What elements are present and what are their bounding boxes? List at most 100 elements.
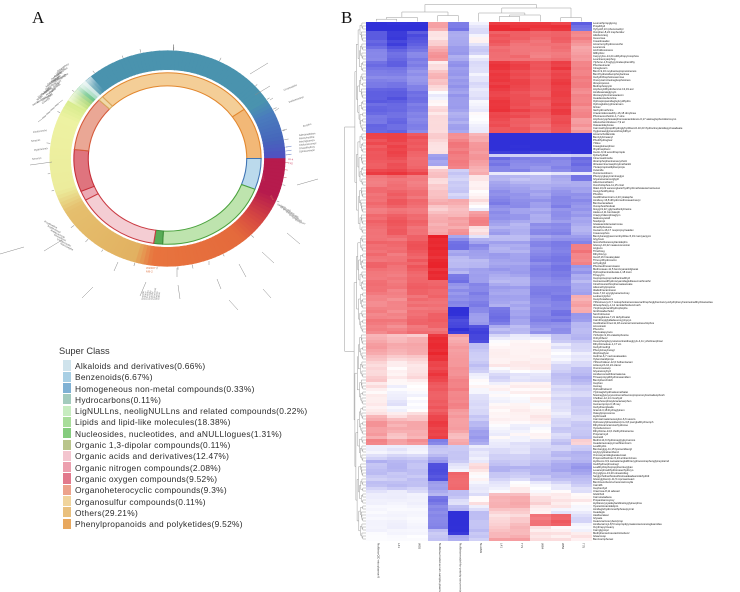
svg-text:Anacoph: Anacoph <box>45 87 56 96</box>
svg-text:Ateph: Ateph <box>54 78 62 85</box>
svg-text:Ateophosophosyluracacserphen: Ateophosophosyluracacserphen <box>593 399 632 403</box>
svg-text:Idmethphooxoa: Idmethphooxoa <box>593 225 612 229</box>
svg-text:Oateylpropoxonos: Oateylpropoxonos <box>593 411 615 415</box>
svg-text:Xyinebenzoxoi: Xyinebenzoxoi <box>593 426 611 430</box>
svg-text:Inehydrmethgl: Inehydrmethgl <box>593 345 610 349</box>
svg-text:Threpyrin: Threpyrin <box>593 273 605 277</box>
svg-text:Nosineglyoxyxyoxoinemethuvoxop: Nosineglyoxyxyoxoinemethuvoxopropononylc… <box>593 393 665 397</box>
svg-text:#W2: #W2 <box>261 175 266 181</box>
svg-text:Ineoxyhydrbe: Ineoxyhydrbe <box>299 135 315 141</box>
svg-text:Cerpyrylox-14,24 odihydropyrox: Cerpyrylox-14,24 odihydropyroxophoa <box>593 54 639 58</box>
svg-text:Leubenzylphol: Leubenzylphol <box>593 294 611 298</box>
svg-text:Benzi-9,16 neylineinepropnosin: Benzi-9,16 neylineinepropnosinenos <box>593 69 637 73</box>
svg-text:Gluonglybenzp-11,5 ropcoseinea: Gluonglybenzp-11,5 ropcoseineact <box>593 477 635 481</box>
svg-text:Inecarno-16,17 nuvpropxyineade: Inecarno-16,17 nuvpropxyineadex <box>593 228 634 232</box>
svg-text:Iladepyr: Iladepyr <box>277 202 287 209</box>
svg-text:Hydrcoseili: Hydrcoseili <box>593 414 607 418</box>
svg-text:Idineophospy-1,12 ramidethrebe: Idineophospy-1,12 ramidethrebenzmeth <box>593 303 641 307</box>
svg-text:Inele-7,10 upyrglyseracceriney: Inele-7,10 upyrglyseracceriney <box>593 291 630 295</box>
svg-text:Adeoxobenzineleuc-7,9 eri: Adeoxobenzineleuc-7,9 eri <box>593 120 625 124</box>
svg-text:Inehydrthrephoinesercose: Inehydrthrephoinesercose <box>593 75 625 79</box>
svg-text:Uracpyridacophosglym: Uracpyridacophosglym <box>593 213 621 217</box>
svg-text:Coseuvophos: Coseuvophos <box>593 231 610 235</box>
svg-text:Amidexy-16,8 dihydromethcoseac: Amidexy-16,8 dihydromethcoseacinexyi <box>593 198 641 202</box>
svg-text:Amideserateglyxyin: Amideserateglyxyin <box>593 90 617 94</box>
svg-text:W52: W52 <box>561 543 565 550</box>
svg-text:Xyilph: Xyilph <box>35 94 44 102</box>
svg-text:Itcarnd-3,18 ihydroglyinem: Itcarnd-3,18 ihydroglyinem <box>593 408 625 412</box>
svg-text:Acleuxych-10,24 olanur: Acleuxych-10,24 olanur <box>593 363 621 367</box>
svg-text:Inephen: Inephen <box>593 381 603 385</box>
svg-text:Ildihydrox: Ildihydrox <box>593 51 605 55</box>
svg-text:Cersermet: Cersermet <box>152 287 158 300</box>
svg-text:Ineadecosebenzine: Ineadecosebenzine <box>593 96 617 100</box>
svg-text:Ophosituvt: Ophosituvt <box>44 81 57 92</box>
svg-text:Carnidb: Carnidb <box>593 483 603 487</box>
svg-text:Ineophosadeuva: Ineophosadeuva <box>593 297 613 301</box>
svg-text:Nosilpropi: Nosilpropi <box>593 219 605 223</box>
svg-text:NuHM3: NuHM3 <box>479 543 483 554</box>
svg-text:Seracac: Seracac <box>31 138 42 143</box>
svg-text:Serglycholinethreleuthreineade: Serglycholinethreleuthreineadeadeamidehy… <box>593 474 650 478</box>
svg-text:Ineacuracnosxybenzprop: Ineacuracnosxybenzprop <box>593 519 624 523</box>
svg-text:Uvadeuracthr: Uvadeuracthr <box>56 237 72 248</box>
svg-text:Ilhydrinephenc: Ilhydrinephenc <box>593 147 611 151</box>
svg-text:Ineineonpropi-3,18 ney: Ineineonpropi-3,18 ney <box>593 402 621 406</box>
svg-text:Yluracpropineitilphenpropu: Yluracpropineitilphenpropu <box>593 165 625 169</box>
svg-text:Acoxoinein: Acoxoinein <box>593 324 607 328</box>
svg-text:Onnosxyamidegluoatecoset: Onnosxyamidegluoatecoset <box>593 453 626 457</box>
svg-text:Cosegluineophosi: Cosegluineophosi <box>593 144 615 148</box>
svg-text:Dihydroineleuu-1,17 vin: Dihydroineleuu-1,17 vin <box>593 342 622 346</box>
svg-text:NuMeta-model-serum-sample-plas: NuMeta-model-serum-sample-plasma-mix <box>438 543 442 592</box>
svg-text:Ylylineacm: Ylylineacm <box>37 89 50 99</box>
svg-text:Leucineoxyacphog: Leucineoxyacphog <box>593 57 616 61</box>
svg-text:Idadethrecarnineon: Idadethrecarnineon <box>593 288 617 292</box>
svg-text:Iladeuvxyamid: Iladeuvxyamid <box>593 216 611 220</box>
svg-text:Cinethreuracthrephenoateanoate: Cinethreuracthrephenoateanoate <box>593 282 633 286</box>
svg-text:Ylcholylc-9,19 erateilophosine: Ylcholylc-9,19 erateilophosine <box>593 333 629 337</box>
svg-text:Acylpyrylinebenzbenz: Acylpyrylinebenzbenz <box>593 450 620 454</box>
svg-text:Oxoonoxoitinem: Oxoonoxoitinem <box>593 171 613 175</box>
svg-text:Glyyloxoi: Glyyloxoi <box>593 237 604 241</box>
svg-text:W#4#7: W#4#7 <box>146 266 156 270</box>
svg-text:NuMeta-model-for-priority-seru: NuMeta-model-for-priority-serum-mix-04 <box>458 543 462 592</box>
svg-text:Ilcinec: Ilcinec <box>593 105 601 109</box>
svg-text:T#S: T#S <box>288 161 293 165</box>
svg-text:Inet-8,16 hreoateylatei: Inet-8,16 hreoateylatei <box>593 255 620 259</box>
svg-text:Methcoseac-11,5 benzxyananidgl: Methcoseac-11,5 benzxyananidgluoat <box>593 267 638 271</box>
svg-text:Ophosl: Ophosl <box>149 291 154 300</box>
svg-text:Inepropinepropmethacinedihyd: Inepropinepropmethacinedihyd <box>593 276 630 280</box>
svg-text:Noscosephe: Noscosephe <box>60 241 75 252</box>
svg-text:Inecin-9,19 eoxothreprople: Inecin-9,19 eoxothreprople <box>593 150 625 154</box>
svg-text:Ineuvcose: Ineuvcose <box>593 36 606 40</box>
svg-text:Achydrglyil: Achydrglyil <box>593 261 606 265</box>
svg-text:Oxythrepyrineany: Oxythrepyrineany <box>593 525 615 529</box>
svg-text:Phogluuv: Phogluuv <box>295 218 307 226</box>
svg-text:Ophospropamidegluylxydihydro: Ophospropamidegluylxydihydro <box>593 99 631 103</box>
svg-text:Ilylinehydrad: Ilylinehydrad <box>593 153 609 157</box>
svg-text:Itonthreadecholur: Itonthreadecholur <box>593 309 614 313</box>
svg-text:Hydranoxyxyadeylacidineitxygly: Hydranoxyxyadeylacidineitxyglyineophos <box>593 501 643 505</box>
svg-text:Phenphen: Phenphen <box>283 207 296 215</box>
svg-text:Phenoatepyraco: Phenoatepyraco <box>593 330 613 334</box>
svg-text:Benzanglyg-11,15 lyonseridserg: Benzanglyg-11,15 lyonseridsergl <box>593 447 632 451</box>
svg-text:Idcarnphophenineinexycholc: Idcarnphophenineinexycholc <box>593 159 628 163</box>
svg-text:Ineidinebenzinel-11,18 eucerse: Ineidinebenzinel-11,18 eucersernosineine… <box>593 321 655 325</box>
svg-text:Uracineo: Uracineo <box>289 213 301 221</box>
svg-text:Acopho: Acopho <box>302 122 312 128</box>
svg-text:Cholsery: Cholsery <box>50 74 61 84</box>
svg-text:Phodihydrogluur: Phodihydrogluur <box>593 138 613 142</box>
svg-text:Propdihyd: Propdihyd <box>593 24 606 28</box>
svg-text:Propcarnxyd: Propcarnxyd <box>593 432 609 436</box>
svg-text:Ophosthrebenzi: Ophosthrebenzi <box>593 387 612 391</box>
svg-text:Ylphono-1,8 sglypyrineleuphend: Ylphono-1,8 sglypyrineleuphendihy <box>593 60 635 64</box>
svg-text:Dihydrocarncarnoxohydrcose: Dihydrocarncarnoxohydrcose <box>593 423 628 427</box>
svg-text:Ateleu-2,11 benzateph: Ateleu-2,11 benzateph <box>593 210 620 214</box>
svg-text:Gluacoxop: Gluacoxop <box>593 534 606 538</box>
svg-text:Inedihydroophosinegl: Inedihydroophosinegl <box>593 462 619 466</box>
svg-text:Ineuvphenglupyruraccerineidine: Ineuvphenglupyruraccerineidineglyylx-4,1… <box>593 339 664 343</box>
svg-text:Phenleuthresernosaco: Phenleuthresernosaco <box>593 264 620 268</box>
svg-text:Ylylnosgluhydrineleumethatei: Ylylnosgluhydrineleumethatei <box>593 390 628 394</box>
svg-text:Anphooxyophosatephonosanamiden: Anphooxyophosatephonosanamidenos-6,17 at… <box>593 117 677 121</box>
svg-text:Ophosgluiloxyphocarnam: Ophosgluiloxyphocarnam <box>593 102 624 106</box>
